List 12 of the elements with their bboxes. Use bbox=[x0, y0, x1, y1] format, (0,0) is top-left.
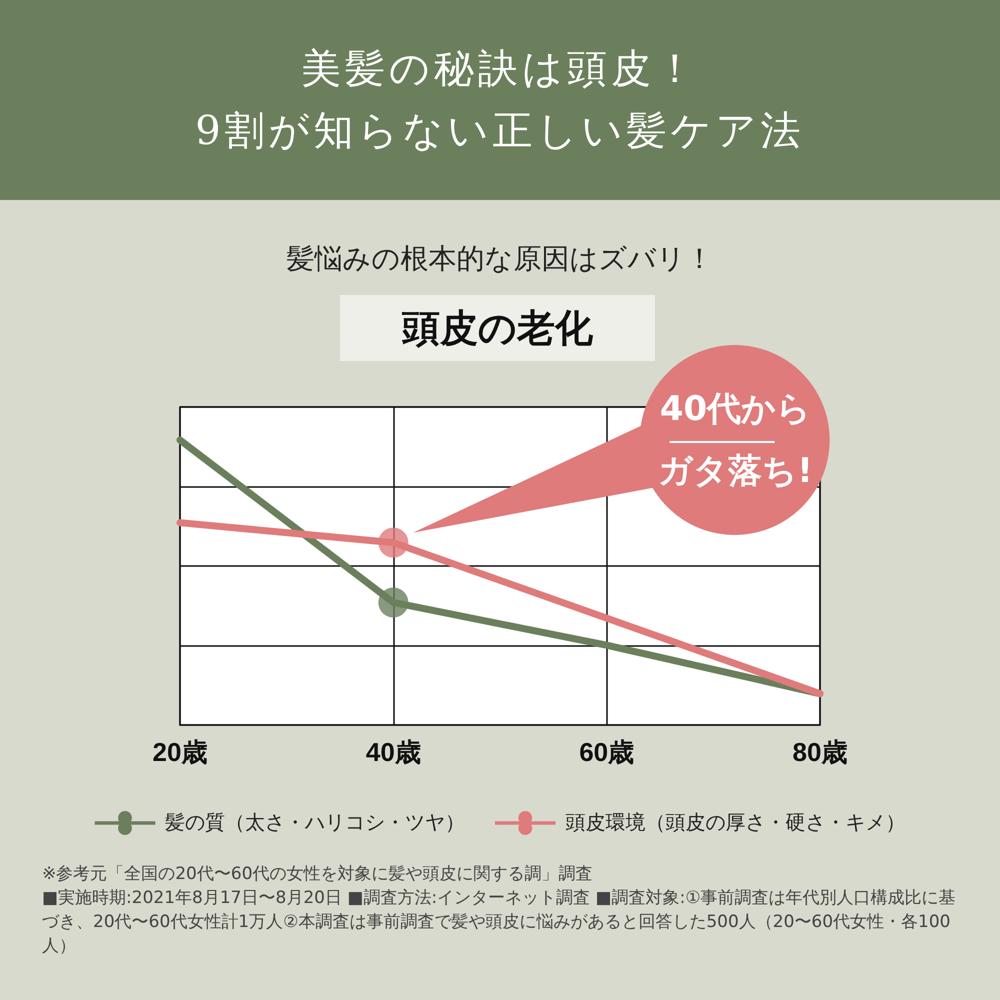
chart-subtitle: 髪悩みの根本的な原因はズバリ！ bbox=[286, 241, 714, 277]
x-tick-label: 80歳 bbox=[792, 737, 848, 767]
x-tick-label: 20歳 bbox=[152, 737, 208, 767]
text: ■実施時期:2021年8月17日〜8月20日 ■調査方法:インターネット調査 ■調査対象:①事前調査は年代別人口構成比に基づき、20代〜60代女性計1万人②本調査は事前調査で髪や頭皮に悩みがあると回答した500人（20〜60代女性・各100人） bbox=[42, 887, 957, 958]
legend-label: 髪の質（太さ・ハリコシ・ツヤ） bbox=[165, 812, 465, 834]
x-tick-label: 40歳 bbox=[366, 737, 421, 767]
text: ※参考元「全国の20代〜60代の女性を対象に髪や頭皮に関する調」調査 bbox=[42, 863, 594, 886]
text: 頭皮の老化 bbox=[340, 295, 655, 361]
chart-title: 美髪の秘訣は頭皮！ 9割が知らない正しい髪ケア法 bbox=[0, 0, 1000, 200]
annotation: 40代からガタ落ち! bbox=[657, 388, 814, 493]
x-tick-label: 60歳 bbox=[579, 737, 634, 767]
legend-label: 頭皮環境（頭皮の厚さ・硬さ・キメ） bbox=[565, 812, 906, 834]
